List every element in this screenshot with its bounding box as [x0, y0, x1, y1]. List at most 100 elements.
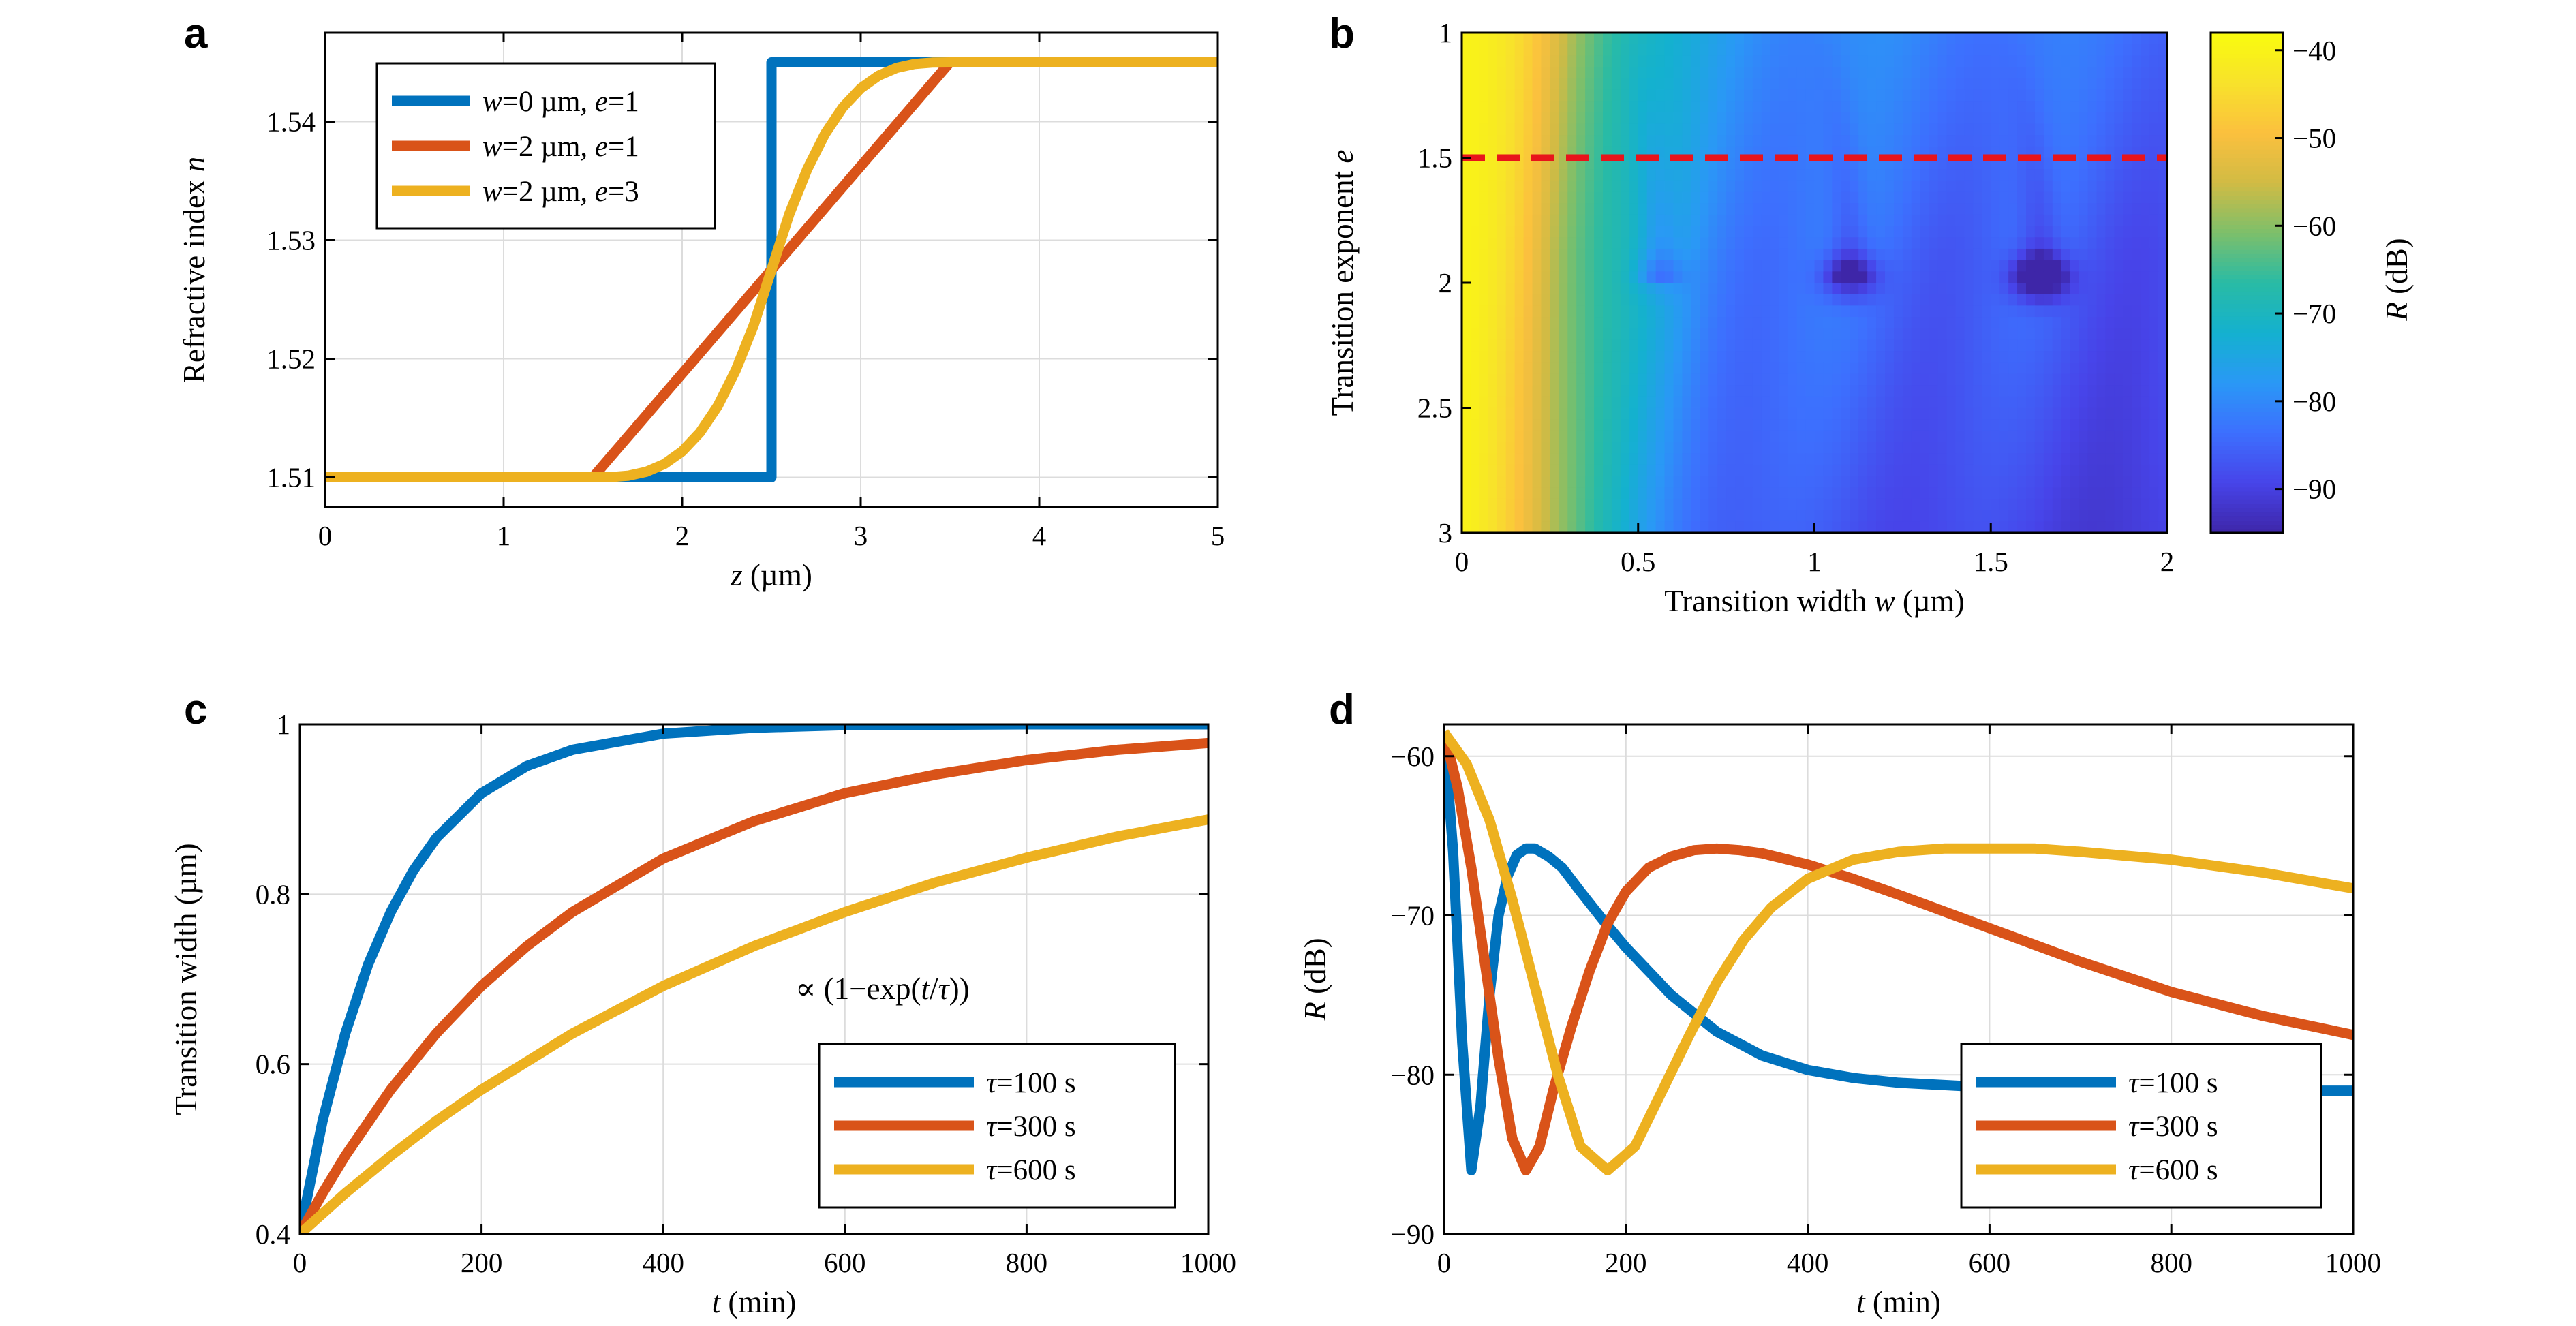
- heatmap-cell: [1841, 305, 1850, 318]
- heatmap-cell: [1523, 442, 1533, 454]
- heatmap-cell: [1805, 169, 1815, 181]
- heatmap-cell: [1823, 385, 1833, 397]
- heatmap-cell: [1576, 283, 1586, 295]
- heatmap-cell: [2061, 248, 2071, 261]
- heatmap-cell: [1858, 351, 1868, 363]
- x-tick-label: 1000: [2325, 1247, 2381, 1278]
- heatmap-cell: [2158, 351, 2168, 363]
- heatmap-cell: [1497, 510, 1507, 522]
- heatmap-cell: [1505, 226, 1516, 238]
- heatmap-cell: [1779, 191, 1789, 204]
- heatmap-cell: [1841, 180, 1850, 193]
- heatmap-cell: [1594, 407, 1604, 420]
- heatmap-cell: [1858, 373, 1868, 386]
- heatmap-cell: [1893, 203, 1903, 215]
- heatmap-cell: [1488, 214, 1498, 227]
- heatmap-cell: [1805, 407, 1815, 420]
- heatmap-cell: [1920, 44, 1930, 56]
- heatmap-cell: [2123, 339, 2132, 352]
- heatmap-cell: [2061, 203, 2071, 215]
- heatmap-cell: [1946, 203, 1957, 215]
- heatmap-cell: [1841, 214, 1850, 227]
- heatmap-cell: [1462, 510, 1471, 522]
- heatmap-cell: [1920, 191, 1930, 204]
- heatmap-cell: [1850, 89, 1859, 102]
- heatmap-cell: [2026, 191, 2036, 204]
- heatmap-cell: [1796, 396, 1807, 409]
- heatmap-cell: [1620, 373, 1630, 386]
- colorbar-segment: [2211, 491, 2283, 496]
- heatmap-cell: [1664, 135, 1674, 147]
- heatmap-cell: [2079, 101, 2089, 113]
- heatmap-cell: [1550, 214, 1559, 227]
- heatmap-cell: [2141, 237, 2150, 249]
- heatmap-cell: [2034, 510, 2044, 522]
- heatmap-cell: [1567, 328, 1577, 341]
- heatmap-cell: [1999, 453, 2009, 465]
- heatmap-cell: [1761, 407, 1771, 420]
- heatmap-cell: [2043, 328, 2053, 341]
- heatmap-cell: [1726, 453, 1736, 465]
- heatmap-cell: [1991, 226, 2000, 238]
- heatmap-cell: [1867, 146, 1877, 159]
- heatmap-cell: [1717, 317, 1727, 329]
- heatmap-cell: [1752, 191, 1762, 204]
- heatmap-cell: [1691, 248, 1700, 261]
- heatmap-cell: [1523, 328, 1533, 341]
- heatmap-cell: [1682, 67, 1691, 79]
- heatmap-cell: [1726, 237, 1736, 249]
- heatmap-cell: [1964, 498, 1974, 511]
- heatmap-cell: [1867, 419, 1877, 431]
- heatmap-cell: [1823, 226, 1833, 238]
- heatmap-cell: [1902, 464, 1912, 477]
- heatmap-cell: [2123, 101, 2132, 113]
- heatmap-cell: [1585, 33, 1595, 45]
- heatmap-cell: [2026, 305, 2036, 318]
- y-axis-label: R (dB): [1298, 938, 1332, 1021]
- heatmap-cell: [1638, 112, 1648, 125]
- heatmap-cell: [1832, 260, 1841, 272]
- heatmap-cell: [1488, 407, 1498, 420]
- heatmap-cell: [1955, 328, 1965, 341]
- heatmap-cell: [1673, 317, 1683, 329]
- heatmap-cell: [1523, 373, 1533, 386]
- heatmap-cell: [2061, 169, 2071, 181]
- heatmap-cell: [1832, 44, 1841, 56]
- heatmap-cell: [1664, 373, 1674, 386]
- heatmap-cell: [1488, 430, 1498, 443]
- heatmap-cell: [1850, 169, 1859, 181]
- heatmap-cell: [1876, 180, 1886, 193]
- colorbar-segment: [2211, 195, 2283, 200]
- heatmap-cell: [1505, 294, 1516, 306]
- heatmap-cell: [1655, 271, 1666, 283]
- series-line-1: [1444, 732, 2353, 1175]
- heatmap-cell: [2043, 339, 2053, 352]
- heatmap-cell: [1832, 328, 1841, 341]
- heatmap-cell: [1655, 55, 1666, 67]
- heatmap-cell: [1902, 44, 1912, 56]
- heatmap-cell: [1770, 33, 1780, 45]
- heatmap-cell: [2034, 453, 2044, 465]
- heatmap-cell: [1470, 78, 1480, 91]
- heatmap-cell: [1920, 442, 1930, 454]
- heatmap-cell: [2105, 305, 2115, 318]
- heatmap-cell: [1902, 203, 1912, 215]
- heatmap-cell: [1876, 464, 1886, 477]
- heatmap-cell: [1497, 248, 1507, 261]
- heatmap-cell: [1779, 498, 1789, 511]
- heatmap-cell: [2061, 476, 2071, 488]
- heatmap-cell: [1470, 305, 1480, 318]
- heatmap-cell: [1761, 362, 1771, 375]
- heatmap-cell: [1682, 328, 1691, 341]
- heatmap-cell: [1629, 214, 1639, 227]
- heatmap-cell: [1488, 248, 1498, 261]
- heatmap-cell: [1664, 203, 1674, 215]
- heatmap-cell: [1726, 498, 1736, 511]
- heatmap-cell: [1867, 101, 1877, 113]
- heatmap-cell: [1946, 248, 1957, 261]
- heatmap-cell: [1841, 396, 1850, 409]
- heatmap-cell: [2017, 44, 2027, 56]
- heatmap-cell: [1929, 203, 1939, 215]
- heatmap-cell: [1850, 521, 1859, 534]
- heatmap-cell: [1973, 464, 1982, 477]
